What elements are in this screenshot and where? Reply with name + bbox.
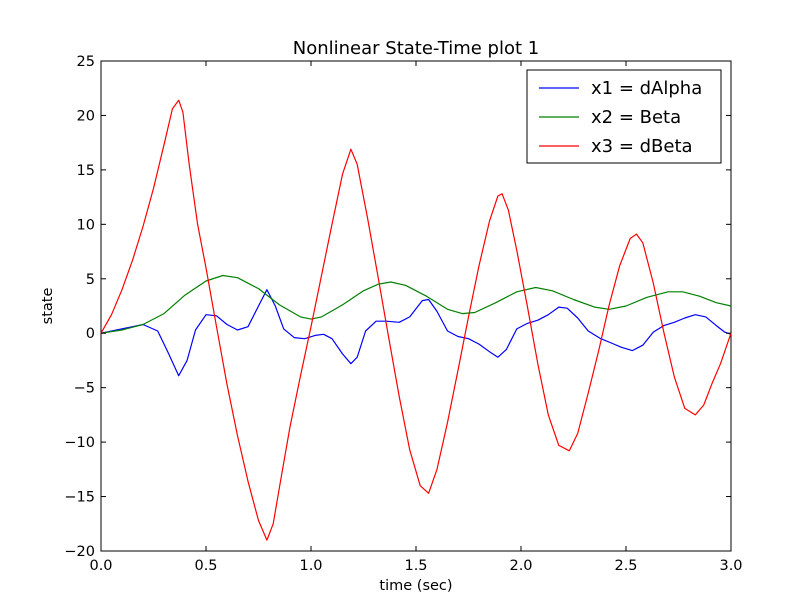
- legend: x1 = dAlpha x2 = Beta x3 = dBeta: [526, 69, 722, 164]
- x-tick-label: 1.5: [404, 558, 427, 574]
- legend-label-1: x1 = dAlpha: [591, 78, 702, 99]
- y-tick-label: 20: [77, 108, 95, 124]
- x-tick-label: 1.0: [299, 558, 322, 574]
- legend-label-3: x3 = dBeta: [591, 136, 693, 157]
- series-layer: [100, 99, 732, 541]
- legend-label-2: x2 = Beta: [591, 107, 681, 128]
- x-tick-label: 0.5: [194, 558, 217, 574]
- x-axis-label: time (sec): [379, 578, 452, 594]
- y-tick-label: −15: [64, 490, 95, 506]
- y-tick-label: −5: [74, 381, 95, 397]
- series-line-2: [100, 274, 732, 334]
- y-tick-label: 25: [77, 54, 95, 70]
- x-tick-label: 3.0: [719, 558, 742, 574]
- y-axis-label: state: [40, 288, 56, 325]
- y-tick-label: 0: [86, 326, 95, 342]
- legend-box: [526, 69, 722, 164]
- y-tick-label: 10: [77, 217, 95, 233]
- x-tick-label: 0.0: [89, 558, 112, 574]
- y-tick-label: −20: [64, 544, 95, 560]
- x-tick-label: 2.0: [509, 558, 532, 574]
- chart-title: Nonlinear State-Time plot 1: [293, 38, 539, 59]
- ticks-layer: 0.0 0.5 1.0 1.5 2.0 2.5 3.0 −20 −15 −10 −5 0 5 10 15 20…: [64, 54, 742, 574]
- y-tick-label: −10: [64, 435, 95, 451]
- y-tick-label: 15: [77, 163, 95, 179]
- series-line-1: [100, 289, 732, 377]
- y-tick-label: 5: [86, 272, 95, 288]
- x-tick-label: 2.5: [614, 558, 637, 574]
- series-line-3: [100, 99, 732, 541]
